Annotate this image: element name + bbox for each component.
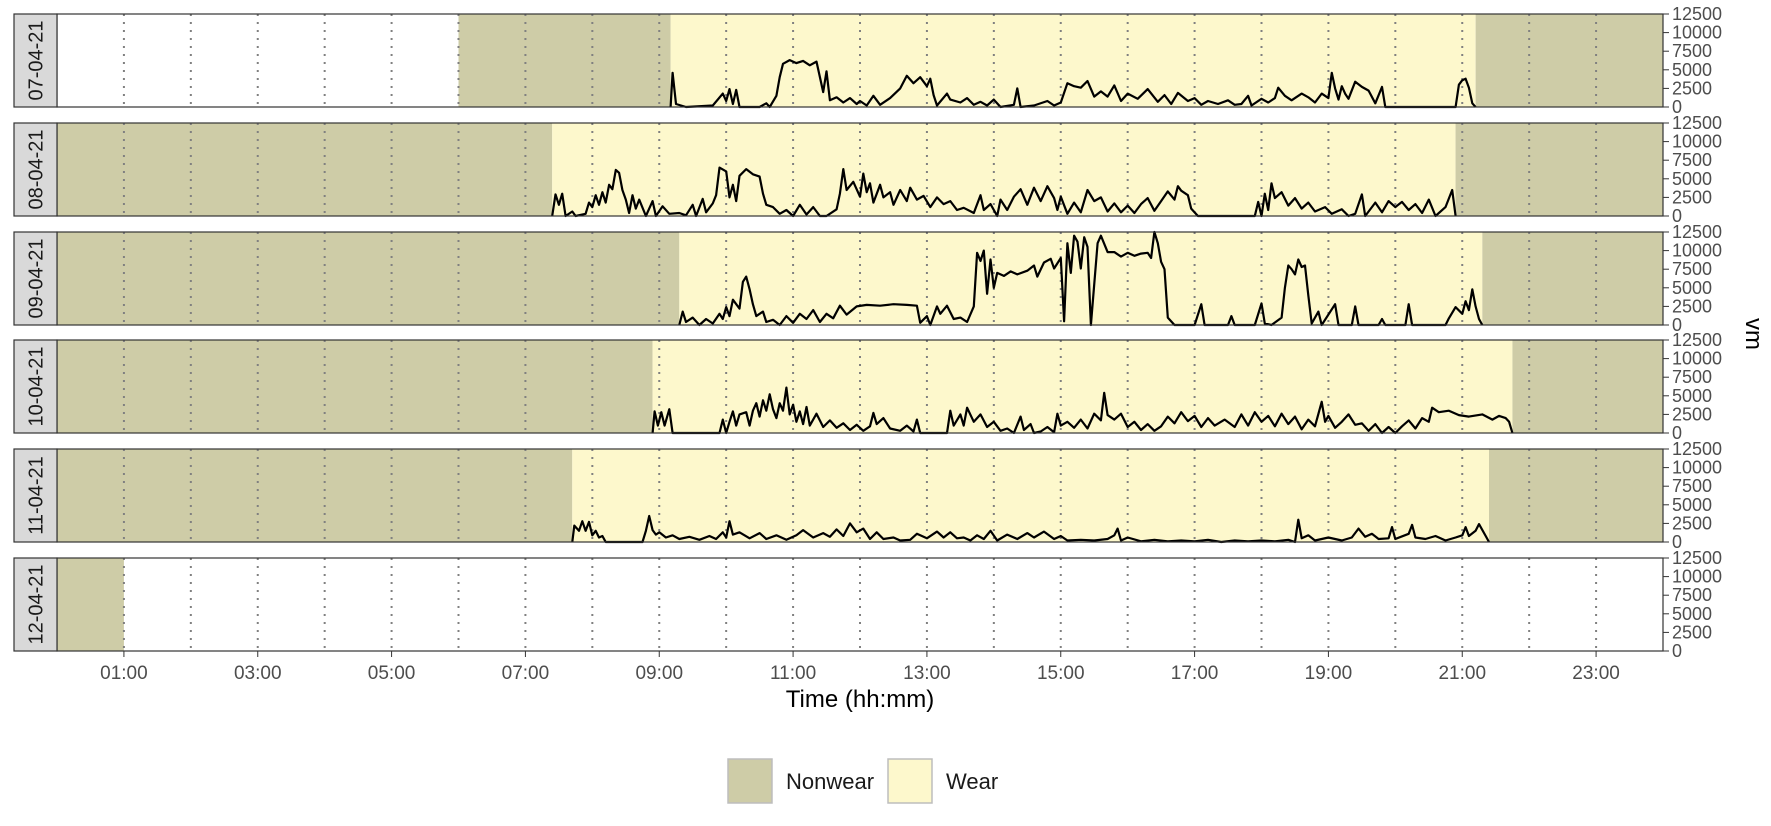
x-tick-label: 01:00	[100, 663, 148, 684]
nonwear-band	[57, 340, 653, 433]
facet-strip	[13, 231, 58, 326]
x-tick-label: 15:00	[1037, 663, 1085, 684]
legend-swatch	[887, 758, 933, 804]
y-tick-label: 2500	[1672, 622, 1712, 642]
facet-date-label: 10-04-21	[26, 346, 48, 426]
nonwear-band	[57, 449, 573, 542]
y-tick-label: 0	[1672, 97, 1682, 117]
wear-band	[679, 232, 1483, 325]
nonwear-band	[1512, 340, 1663, 433]
y-tick-label: 7500	[1672, 367, 1712, 387]
facet-strip	[13, 557, 58, 652]
panel-background	[57, 558, 1663, 651]
y-tick-label: 0	[1672, 423, 1682, 443]
nonwear-band	[57, 558, 124, 651]
y-tick-label: 10000	[1672, 567, 1722, 587]
legend-label: Nonwear	[786, 769, 874, 794]
y-tick-label: 2500	[1672, 513, 1712, 533]
y-tick-label: 10000	[1672, 349, 1722, 369]
vm-series-line	[571, 514, 1490, 544]
y-tick-label: 7500	[1672, 150, 1712, 170]
legend-item: Nonwear	[727, 758, 874, 804]
facet-date-label: 09-04-21	[26, 238, 48, 318]
nonwear-band	[57, 123, 553, 216]
y-tick-label: 7500	[1672, 259, 1712, 279]
x-axis-title: Time (hh:mm)	[786, 686, 934, 713]
y-tick-label: 10000	[1672, 458, 1722, 478]
x-tick-label: 21:00	[1438, 663, 1486, 684]
y-tick-label: 12500	[1672, 548, 1722, 568]
wear-band	[572, 449, 1490, 542]
facet-date-label: 07-04-21	[26, 20, 48, 100]
nonwear-band	[458, 14, 671, 107]
y-tick-label: 12500	[1672, 439, 1722, 459]
x-tick-label: 23:00	[1572, 663, 1620, 684]
facet-strip	[13, 122, 58, 217]
y-tick-label: 0	[1672, 315, 1682, 335]
y-tick-label: 12500	[1672, 222, 1722, 242]
y-tick-label: 5000	[1672, 604, 1712, 624]
y-tick-label: 2500	[1672, 404, 1712, 424]
vm-series-line	[651, 386, 1514, 435]
y-axis-title: vm	[1740, 318, 1767, 350]
y-tick-label: 7500	[1672, 585, 1712, 605]
y-tick-label: 7500	[1672, 476, 1712, 496]
legend-label: Wear	[946, 769, 998, 794]
y-tick-label: 5000	[1672, 278, 1712, 298]
facet-strip	[13, 13, 58, 108]
facet-date-label: 08-04-21	[26, 129, 48, 209]
x-tick-label: 09:00	[635, 663, 683, 684]
y-tick-label: 5000	[1672, 169, 1712, 189]
y-tick-label: 5000	[1672, 60, 1712, 80]
x-tick-label: 03:00	[234, 663, 282, 684]
y-tick-label: 12500	[1672, 330, 1722, 350]
y-tick-label: 12500	[1672, 113, 1722, 133]
vm-series-line	[669, 59, 1477, 109]
vm-series-line	[678, 230, 1484, 327]
nonwear-band	[1475, 14, 1663, 107]
legend-item: Wear	[887, 758, 998, 804]
nonwear-band	[1482, 232, 1663, 325]
x-tick-label: 07:00	[502, 663, 550, 684]
y-tick-label: 12500	[1672, 4, 1722, 24]
wear-band	[652, 340, 1513, 433]
nonwear-band	[57, 232, 680, 325]
facet-date-label: 12-04-21	[26, 564, 48, 644]
y-tick-label: 10000	[1672, 241, 1722, 261]
facet-strip	[13, 448, 58, 543]
panels-layer: 07-04-210250050007500100001250008-04-210…	[13, 4, 1722, 661]
x-axis: 01:00 03:00 05:00 07:00 09:00 11:00 13:00 15:00…	[100, 651, 1620, 684]
y-tick-label: 0	[1672, 641, 1682, 661]
y-tick-label: 2500	[1672, 78, 1712, 98]
y-tick-label: 2500	[1672, 296, 1712, 316]
x-tick-label: 17:00	[1171, 663, 1219, 684]
nonwear-band	[1489, 449, 1663, 542]
legend: Nonwear Wear	[727, 758, 998, 804]
y-tick-label: 7500	[1672, 41, 1712, 61]
vm-series-line	[551, 166, 1457, 218]
x-tick-label: 11:00	[770, 663, 816, 684]
x-tick-label: 13:00	[903, 663, 951, 684]
facet-date-label: 11-04-21	[26, 456, 48, 535]
y-tick-label: 5000	[1672, 386, 1712, 406]
y-tick-label: 0	[1672, 532, 1682, 552]
wear-band	[552, 123, 1456, 216]
x-tick-label: 19:00	[1305, 663, 1353, 684]
legend-swatch	[727, 758, 773, 804]
y-tick-label: 10000	[1672, 132, 1722, 152]
y-tick-label: 0	[1672, 206, 1682, 226]
y-tick-label: 10000	[1672, 23, 1722, 43]
y-tick-label: 2500	[1672, 187, 1712, 207]
nonwear-band	[1455, 123, 1663, 216]
facet-strip	[13, 339, 58, 434]
x-tick-label: 05:00	[368, 663, 416, 684]
y-tick-label: 5000	[1672, 495, 1712, 515]
